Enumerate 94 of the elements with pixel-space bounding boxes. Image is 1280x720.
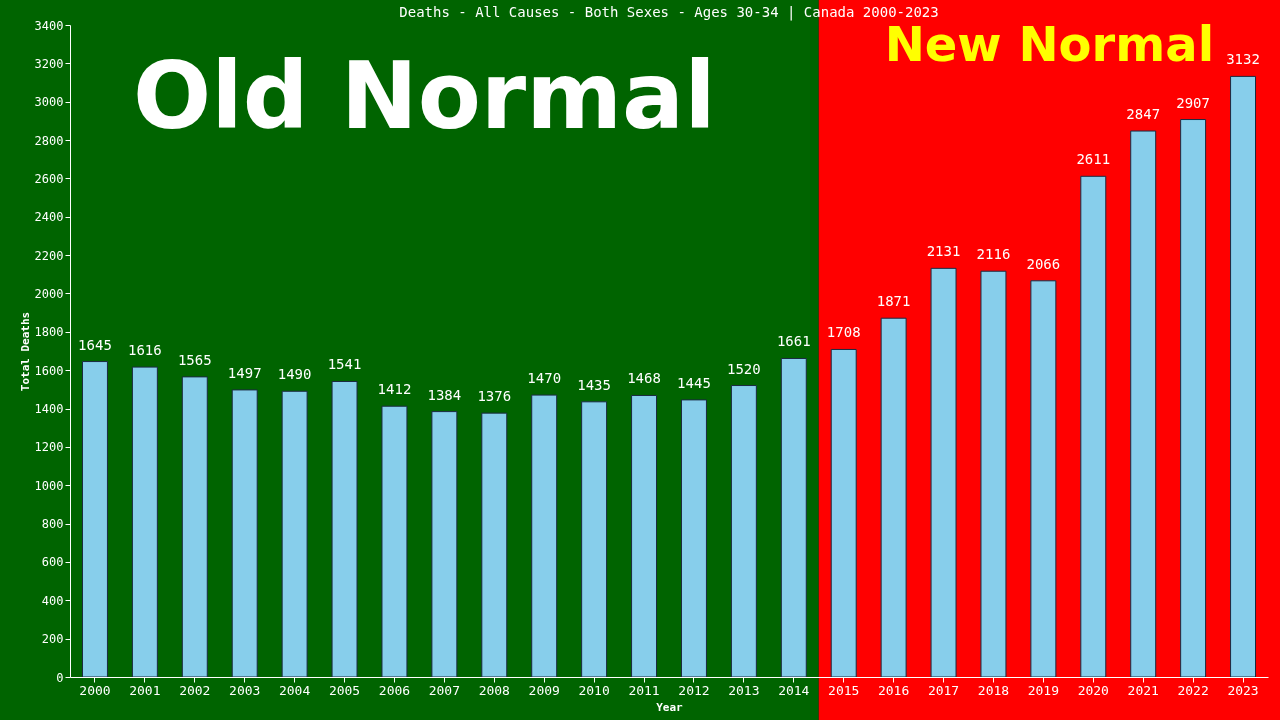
data-label: 2116 bbox=[976, 246, 1011, 263]
y-tick-label: 1000 bbox=[34, 478, 64, 493]
y-axis-title: Total Deaths bbox=[18, 311, 32, 392]
bar bbox=[880, 317, 907, 678]
data-label: 1412 bbox=[377, 381, 412, 398]
x-tick-label: 2005 bbox=[328, 682, 361, 698]
x-tick-label: 2011 bbox=[628, 682, 660, 698]
x-tick-label: 2013 bbox=[728, 682, 760, 698]
data-label: 1871 bbox=[876, 293, 911, 310]
x-tick-label: 2023 bbox=[1227, 682, 1259, 698]
bar bbox=[1230, 75, 1257, 678]
data-label: 2847 bbox=[1126, 106, 1161, 123]
x-tick-label: 2002 bbox=[179, 682, 211, 698]
x-tick-label: 2015 bbox=[828, 682, 860, 698]
data-label: 1435 bbox=[577, 376, 611, 393]
bar bbox=[631, 394, 658, 678]
x-tick-label: 2004 bbox=[278, 682, 311, 698]
y-tick-label: 3000 bbox=[34, 95, 64, 110]
y-tick-label: 1600 bbox=[34, 363, 64, 378]
x-tick-label: 2006 bbox=[378, 682, 411, 698]
y-tick-label: 3200 bbox=[34, 56, 64, 71]
data-label: 2066 bbox=[1026, 255, 1061, 272]
bar bbox=[1030, 280, 1057, 678]
data-label: 1661 bbox=[776, 333, 811, 350]
y-tick-label: 2200 bbox=[34, 248, 64, 263]
data-label: 2131 bbox=[926, 243, 961, 260]
y-tick-label: 2800 bbox=[34, 133, 64, 148]
data-label: 1645 bbox=[78, 336, 112, 353]
y-tick-label: 200 bbox=[41, 632, 64, 647]
bar bbox=[1080, 175, 1107, 678]
bar bbox=[581, 401, 608, 678]
data-label: 1490 bbox=[277, 366, 312, 383]
data-label: 1616 bbox=[128, 342, 162, 359]
x-tick-label: 2000 bbox=[79, 682, 111, 698]
x-tick-label: 2008 bbox=[478, 682, 510, 698]
y-tick-label: 0 bbox=[56, 670, 64, 685]
x-tick-label: 2019 bbox=[1027, 682, 1060, 698]
x-tick-label: 2020 bbox=[1077, 682, 1109, 698]
bar bbox=[780, 357, 807, 678]
y-tick-label: 600 bbox=[41, 555, 64, 570]
data-label: 3132 bbox=[1226, 51, 1260, 68]
data-label: 1520 bbox=[727, 360, 761, 377]
y-tick-label: 800 bbox=[41, 517, 64, 532]
bar bbox=[81, 361, 108, 678]
bar bbox=[131, 366, 158, 678]
x-tick-label: 2007 bbox=[428, 682, 461, 698]
x-tick-label: 2001 bbox=[129, 682, 161, 698]
x-tick-label: 2010 bbox=[578, 682, 610, 698]
data-label: 1445 bbox=[677, 374, 711, 391]
bar bbox=[1130, 130, 1157, 678]
x-tick-label: 2017 bbox=[927, 682, 960, 698]
y-tick-label: 400 bbox=[41, 593, 64, 608]
y-tick-label: 1400 bbox=[34, 402, 64, 417]
bar bbox=[281, 390, 308, 678]
x-tick-label: 2022 bbox=[1177, 682, 1209, 698]
y-tick-label: 1200 bbox=[34, 440, 64, 455]
y-tick-label: 2600 bbox=[34, 171, 64, 186]
data-label: 1497 bbox=[227, 364, 262, 381]
data-label: 1470 bbox=[527, 370, 562, 387]
data-label: 1384 bbox=[427, 386, 462, 403]
band-label: New Normal bbox=[884, 16, 1215, 72]
x-tick-label: 2012 bbox=[678, 682, 710, 698]
bar bbox=[1180, 119, 1207, 678]
y-tick-label: 2000 bbox=[34, 286, 64, 301]
data-label: 1541 bbox=[327, 356, 362, 373]
x-tick-label: 2009 bbox=[528, 682, 560, 698]
x-tick-label: 2021 bbox=[1127, 682, 1159, 698]
bar bbox=[531, 394, 558, 678]
bar bbox=[231, 389, 258, 678]
x-axis-title: Year bbox=[656, 700, 684, 714]
bar bbox=[381, 405, 408, 678]
bar bbox=[181, 376, 208, 678]
bar bbox=[481, 412, 508, 678]
data-label: 1376 bbox=[477, 388, 512, 405]
data-label: 1565 bbox=[177, 351, 212, 368]
bar bbox=[980, 270, 1007, 678]
x-tick-label: 2014 bbox=[778, 682, 810, 698]
data-label: 1468 bbox=[627, 370, 661, 387]
y-tick-label: 3400 bbox=[34, 18, 64, 33]
y-tick-label: 1800 bbox=[34, 325, 64, 340]
bar bbox=[830, 348, 857, 678]
data-label: 1708 bbox=[826, 324, 861, 341]
bar bbox=[730, 385, 757, 678]
bar bbox=[331, 380, 358, 678]
x-tick-label: 2003 bbox=[229, 682, 261, 698]
band-label: Old Normal bbox=[133, 43, 716, 150]
x-tick-label: 2016 bbox=[877, 682, 910, 698]
bar bbox=[431, 411, 458, 678]
data-label: 2611 bbox=[1076, 151, 1111, 168]
data-label: 2907 bbox=[1176, 94, 1210, 111]
x-tick-label: 2018 bbox=[977, 682, 1010, 698]
bar bbox=[680, 399, 707, 678]
bar bbox=[930, 267, 957, 678]
y-tick-label: 2400 bbox=[34, 210, 64, 225]
